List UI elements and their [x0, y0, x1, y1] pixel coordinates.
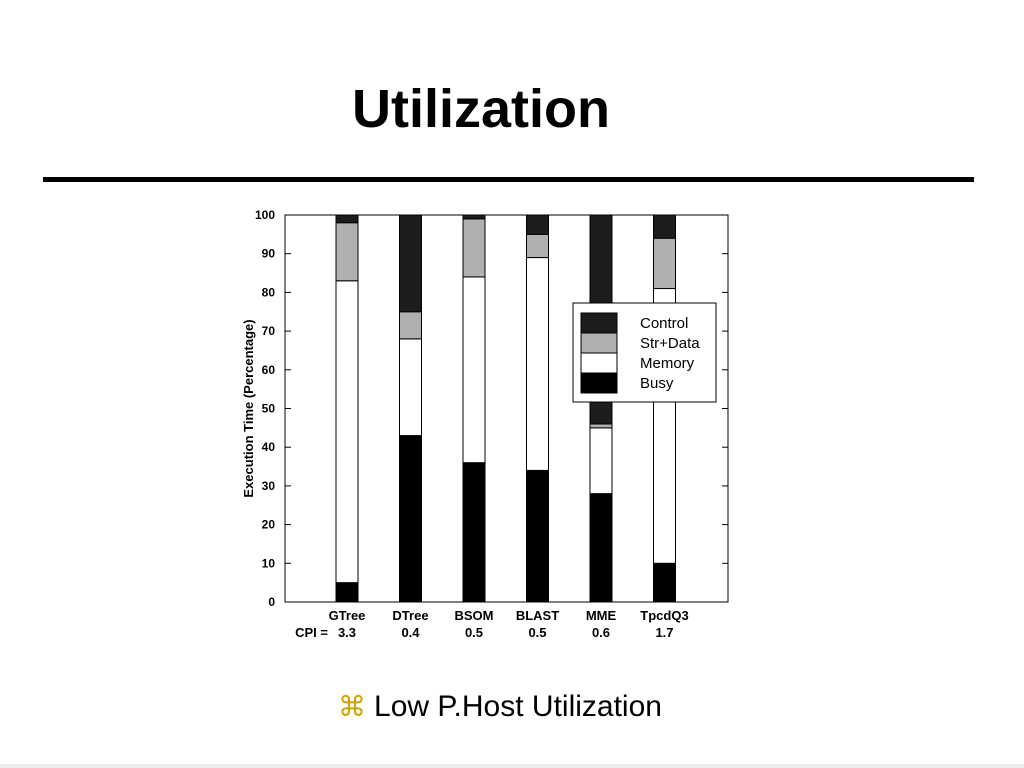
legend-swatch — [580, 332, 618, 354]
legend-label: Control — [640, 315, 688, 332]
category-label: DTree — [392, 608, 428, 623]
bar-segment-busy — [653, 562, 676, 603]
bullet-text: Low P.Host Utilization — [374, 690, 662, 723]
bar-segment-str-data — [399, 311, 422, 340]
y-axis-label: Execution Time (Percentage) — [241, 319, 256, 497]
bar-segment-busy — [462, 462, 486, 603]
bar-segment-memory — [462, 276, 486, 464]
bar-segment-control — [526, 214, 549, 235]
cpi-value: 0.4 — [401, 625, 420, 640]
bar-segment-str-data — [653, 237, 676, 290]
bar-segment-control — [653, 214, 676, 239]
footer-divider — [0, 764, 1024, 768]
bar-segment-memory — [335, 280, 359, 584]
legend-label: Str+Data — [640, 335, 700, 352]
y-tick-label: 0 — [268, 595, 275, 609]
category-label: BLAST — [516, 608, 559, 623]
category-label: TpcdQ3 — [640, 608, 688, 623]
legend-label: Memory — [640, 355, 695, 372]
bar-segment-str-data — [335, 222, 359, 282]
cpi-value: 0.5 — [465, 625, 483, 640]
bar-segment-str-data — [526, 233, 549, 259]
y-tick-label: 70 — [262, 324, 276, 338]
legend-swatch — [580, 372, 618, 394]
command-icon: ⌘ — [338, 691, 367, 722]
category-label: BSOM — [455, 608, 494, 623]
bar-segment-memory — [589, 427, 613, 495]
legend-swatch — [580, 352, 618, 374]
y-tick-label: 30 — [262, 479, 276, 493]
bar-segment-memory — [526, 257, 549, 471]
bar-segment-busy — [335, 582, 359, 603]
slide-title: Utilization — [352, 79, 610, 139]
bar-segment-control — [335, 214, 359, 224]
cpi-value: 0.6 — [592, 625, 610, 640]
bar-segment-str-data — [462, 218, 486, 278]
stacked-bar-chart: 0 10 20 30 40 50 60 70 80 90 100 Execution Time (Pe… — [241, 208, 729, 640]
y-tick-label: 60 — [262, 363, 276, 377]
bar-segment-busy — [399, 435, 422, 603]
bar-segment-busy — [589, 493, 613, 603]
category-label: GTree — [329, 608, 366, 623]
y-tick-label: 90 — [262, 247, 276, 261]
y-tick-label: 20 — [262, 518, 276, 532]
cpi-value: 3.3 — [338, 625, 356, 640]
bullet-point: ⌘ Low P.Host Utilization — [0, 690, 1000, 724]
y-tick-label: 80 — [262, 285, 276, 299]
bar-segment-str-data — [589, 423, 613, 429]
legend-swatch — [580, 312, 618, 334]
bar-segment-busy — [526, 469, 549, 603]
bar-segment-control — [399, 214, 422, 313]
title-divider — [43, 177, 974, 182]
cpi-value: 0.5 — [528, 625, 546, 640]
y-tick-label: 50 — [262, 402, 276, 416]
bar-segment-memory — [399, 338, 422, 437]
y-tick-label: 10 — [262, 556, 276, 570]
y-tick-label: 40 — [262, 440, 276, 454]
bar-segment-control — [462, 214, 486, 220]
legend-label: Busy — [640, 375, 674, 392]
cpi-label: CPI = — [295, 625, 328, 640]
category-label: MME — [586, 608, 617, 623]
y-tick-label: 100 — [255, 208, 275, 222]
cpi-value: 1.7 — [655, 625, 673, 640]
